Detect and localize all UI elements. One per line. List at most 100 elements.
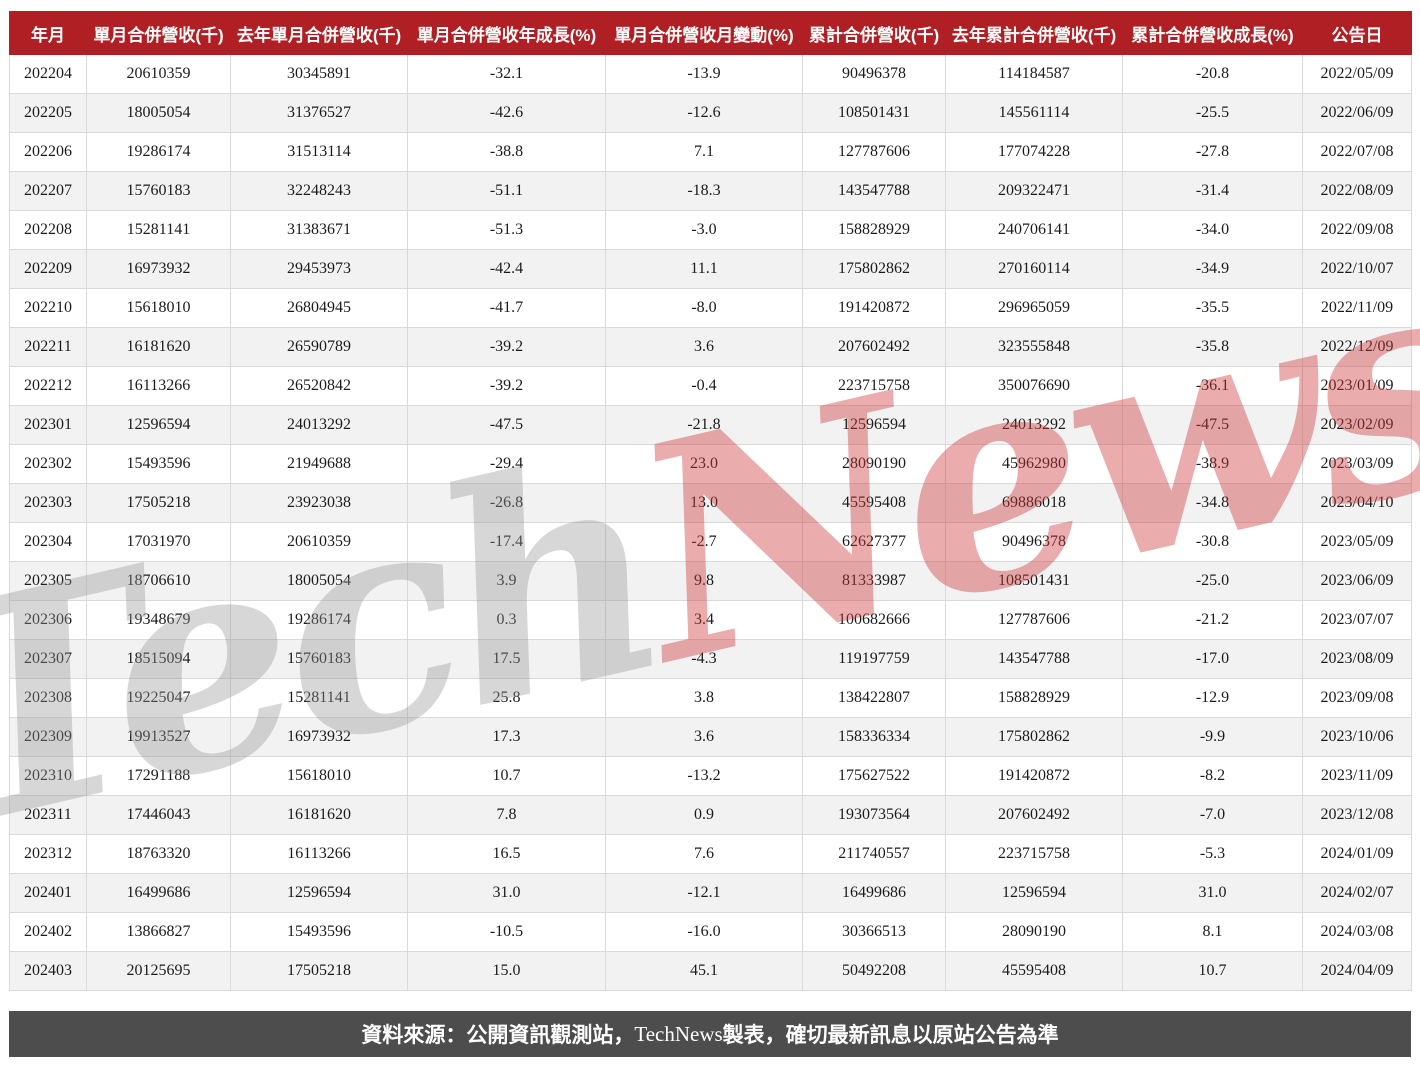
table-cell: 202209: [9, 249, 87, 289]
table-cell: 16973932: [86, 249, 231, 289]
table-cell: 16113266: [230, 834, 408, 874]
table-cell: 240706141: [945, 210, 1123, 250]
footer-brand: TechNews: [634, 1021, 723, 1046]
table-cell: 3.6: [605, 327, 803, 367]
table-row: 202207 15760183 32248243 -51.1 -18.3 14354778…: [9, 171, 1412, 211]
table-cell: 2024/03/08: [1302, 912, 1412, 952]
table-cell: -17.4: [407, 522, 606, 562]
table-cell: 2022/07/08: [1302, 132, 1412, 172]
table-cell: -51.1: [407, 171, 606, 211]
table-cell: -18.3: [605, 171, 803, 211]
table-cell: 31.0: [407, 873, 606, 913]
table-cell: 202307: [9, 639, 87, 679]
table-cell: 2023/02/09: [1302, 405, 1412, 445]
table-cell: 202212: [9, 366, 87, 406]
table-cell: -2.7: [605, 522, 803, 562]
table-cell: 2023/04/10: [1302, 483, 1412, 523]
table-cell: 270160114: [945, 249, 1123, 289]
table-cell: 15493596: [86, 444, 231, 484]
table-cell: -3.0: [605, 210, 803, 250]
table-cell: 81333987: [802, 561, 946, 601]
table-cell: 25.8: [407, 678, 606, 718]
table-cell: 143547788: [945, 639, 1123, 679]
table-cell: 69886018: [945, 483, 1123, 523]
table-row: 202303 17505218 23923038 -26.8 13.0 45595408 6…: [9, 483, 1412, 523]
column-header-5: 累計合併營收(千): [802, 11, 946, 55]
table-row: 202310 17291188 15618010 10.7 -13.2 175627522…: [9, 756, 1412, 796]
table-cell: 202304: [9, 522, 87, 562]
table-cell: -4.3: [605, 639, 803, 679]
table-cell: 2023/11/09: [1302, 756, 1412, 796]
table-cell: 17.5: [407, 639, 606, 679]
table-cell: 10.7: [1122, 951, 1303, 991]
table-cell: -34.9: [1122, 249, 1303, 289]
table-cell: 2023/01/09: [1302, 366, 1412, 406]
table-row: 202309 19913527 16973932 17.3 3.6 158336334 17…: [9, 717, 1412, 757]
table-row: 202212 16113266 26520842 -39.2 -0.4 223715758…: [9, 366, 1412, 406]
table-cell: 90496378: [802, 54, 946, 94]
table-cell: 207602492: [945, 795, 1123, 835]
table-cell: 191420872: [802, 288, 946, 328]
table-cell: 23.0: [605, 444, 803, 484]
table-cell: -26.8: [407, 483, 606, 523]
table-cell: 100682666: [802, 600, 946, 640]
table-cell: 26804945: [230, 288, 408, 328]
table-cell: -30.8: [1122, 522, 1303, 562]
table-cell: 3.6: [605, 717, 803, 757]
table-cell: -35.5: [1122, 288, 1303, 328]
table-cell: 202401: [9, 873, 87, 913]
table-cell: 24013292: [945, 405, 1123, 445]
table-cell: 90496378: [945, 522, 1123, 562]
table-cell: 20125695: [86, 951, 231, 991]
table-cell: 108501431: [945, 561, 1123, 601]
table-cell: -47.5: [1122, 405, 1303, 445]
table-cell: -12.6: [605, 93, 803, 133]
table-cell: 0.9: [605, 795, 803, 835]
table-cell: 16181620: [86, 327, 231, 367]
table-cell: 7.1: [605, 132, 803, 172]
table-cell: 12596594: [86, 405, 231, 445]
table-cell: 2024/02/07: [1302, 873, 1412, 913]
table-cell: 17.3: [407, 717, 606, 757]
table-row: 202306 19348679 19286174 0.3 3.4 100682666 127…: [9, 600, 1412, 640]
table-cell: 21949688: [230, 444, 408, 484]
table-cell: 202210: [9, 288, 87, 328]
table-cell: -29.4: [407, 444, 606, 484]
table-cell: -27.8: [1122, 132, 1303, 172]
table-cell: 202308: [9, 678, 87, 718]
table-cell: 2022/11/09: [1302, 288, 1412, 328]
table-cell: 114184587: [945, 54, 1123, 94]
table-cell: 15760183: [230, 639, 408, 679]
table-cell: -7.0: [1122, 795, 1303, 835]
table-cell: 2023/07/07: [1302, 600, 1412, 640]
table-cell: 202403: [9, 951, 87, 991]
table-cell: 145561114: [945, 93, 1123, 133]
table-cell: -5.3: [1122, 834, 1303, 874]
table-cell: 23923038: [230, 483, 408, 523]
table-cell: 11.1: [605, 249, 803, 289]
column-header-1: 單月合併營收(千): [86, 11, 231, 55]
table-cell: 15281141: [230, 678, 408, 718]
table-cell: 108501431: [802, 93, 946, 133]
table-cell: 223715758: [945, 834, 1123, 874]
table-cell: 223715758: [802, 366, 946, 406]
table-cell: 177074228: [945, 132, 1123, 172]
revenue-table: 年月 單月合併營收(千) 去年單月合併營收(千) 單月合併營收年成長(%) 單月合併營收…: [9, 11, 1412, 991]
table-cell: 19225047: [86, 678, 231, 718]
table-cell: 350076690: [945, 366, 1123, 406]
table-cell: 175802862: [945, 717, 1123, 757]
table-cell: 202302: [9, 444, 87, 484]
table-cell: 143547788: [802, 171, 946, 211]
table-cell: 9.8: [605, 561, 803, 601]
table-row: 202206 19286174 31513114 -38.8 7.1 127787606 1…: [9, 132, 1412, 172]
table-cell: -25.5: [1122, 93, 1303, 133]
table-row: 202208 15281141 31383671 -51.3 -3.0 158828929…: [9, 210, 1412, 250]
table-cell: -32.1: [407, 54, 606, 94]
table-body: 202204 20610359 30345891 -32.1 -13.9 90496378…: [9, 54, 1412, 991]
table-cell: 45595408: [802, 483, 946, 523]
table-row: 202211 16181620 26590789 -39.2 3.6 207602492 3…: [9, 327, 1412, 367]
table-cell: 3.4: [605, 600, 803, 640]
table-cell: 209322471: [945, 171, 1123, 211]
table-cell: 2022/10/07: [1302, 249, 1412, 289]
